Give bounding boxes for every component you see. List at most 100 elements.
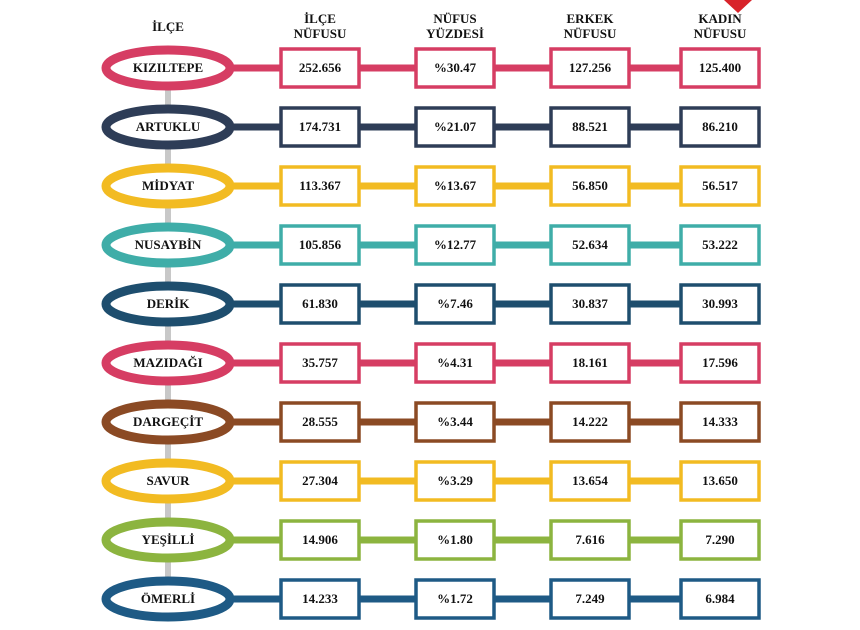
value-box (679, 224, 761, 266)
marker-triangle (724, 0, 752, 13)
district-badge (101, 104, 235, 150)
value-box (549, 578, 631, 620)
value-cell: %13.67 (434, 178, 477, 193)
value-box (679, 401, 761, 443)
value-box (279, 224, 361, 266)
value-cell: %30.47 (434, 60, 477, 75)
value-box (414, 342, 496, 384)
value-box (414, 224, 496, 266)
district-name: DERİK (147, 296, 191, 311)
value-box (679, 578, 761, 620)
value-box (414, 106, 496, 148)
column-header: KADIN (698, 11, 742, 26)
value-cell: 52.634 (572, 237, 608, 252)
district-badge (101, 399, 235, 445)
value-box (679, 47, 761, 89)
value-box (414, 401, 496, 443)
column-header: NÜFUSU (564, 26, 617, 41)
value-box (679, 519, 761, 561)
value-cell: %4.31 (437, 355, 473, 370)
value-cell: %1.72 (437, 591, 473, 606)
value-cell: 35.757 (302, 355, 338, 370)
value-box (549, 342, 631, 384)
value-cell: %12.77 (434, 237, 477, 252)
value-box (679, 106, 761, 148)
value-cell: 28.555 (302, 414, 338, 429)
district-badge (101, 576, 235, 622)
value-box (679, 460, 761, 502)
district-badge (101, 281, 235, 327)
value-box (549, 283, 631, 325)
value-cell: 30.993 (702, 296, 738, 311)
value-cell: 13.654 (572, 473, 608, 488)
district-name: YEŞİLLİ (142, 532, 195, 547)
district-badge (101, 45, 235, 91)
value-cell: 27.304 (302, 473, 338, 488)
value-box (279, 47, 361, 89)
district-name: NUSAYBİN (135, 237, 202, 252)
value-cell: 7.249 (575, 591, 605, 606)
value-box (679, 165, 761, 207)
value-cell: %3.29 (437, 473, 473, 488)
district-name: ÖMERLİ (141, 591, 195, 606)
value-cell: %1.80 (437, 532, 473, 547)
value-box (549, 401, 631, 443)
value-box (279, 283, 361, 325)
value-box (279, 401, 361, 443)
value-cell: %3.44 (437, 414, 473, 429)
value-cell: 7.290 (705, 532, 734, 547)
value-cell: 7.616 (575, 532, 605, 547)
value-cell: 53.222 (702, 237, 738, 252)
value-box (279, 519, 361, 561)
value-cell: 14.333 (702, 414, 738, 429)
value-box (279, 342, 361, 384)
value-cell: 14.222 (572, 414, 608, 429)
value-cell: 125.400 (699, 60, 741, 75)
value-box (414, 283, 496, 325)
district-name: ARTUKLU (136, 119, 201, 134)
value-cell: 86.210 (702, 119, 738, 134)
column-header: İLÇE (152, 19, 184, 34)
column-header: YÜZDESİ (426, 26, 484, 41)
district-name: MAZIDAĞI (133, 355, 202, 370)
column-header: NÜFUSU (294, 26, 347, 41)
value-box (679, 342, 761, 384)
value-cell: 61.830 (302, 296, 338, 311)
value-box (414, 460, 496, 502)
column-header: ERKEK (567, 11, 615, 26)
value-cell: 6.984 (705, 591, 735, 606)
value-cell: 14.906 (302, 532, 338, 547)
value-box (549, 460, 631, 502)
value-cell: 56.850 (572, 178, 608, 193)
value-box (414, 519, 496, 561)
value-box (279, 578, 361, 620)
value-box (549, 47, 631, 89)
value-cell: 18.161 (572, 355, 608, 370)
value-cell: %21.07 (434, 119, 477, 134)
district-name: SAVUR (146, 473, 190, 488)
district-name: DARGEÇİT (133, 414, 203, 429)
value-box (279, 165, 361, 207)
value-box (549, 519, 631, 561)
value-box (549, 165, 631, 207)
value-box (414, 47, 496, 89)
column-header: İLÇE (304, 11, 336, 26)
value-cell: %7.46 (437, 296, 473, 311)
value-cell: 127.256 (569, 60, 612, 75)
district-badge (101, 458, 235, 504)
column-header: NÜFUSU (694, 26, 747, 41)
value-cell: 105.856 (299, 237, 342, 252)
value-cell: 13.650 (702, 473, 738, 488)
value-cell: 56.517 (702, 178, 738, 193)
value-cell: 17.596 (702, 355, 738, 370)
value-box (279, 460, 361, 502)
value-box (414, 578, 496, 620)
district-badge (101, 163, 235, 209)
value-box (549, 106, 631, 148)
value-box (549, 224, 631, 266)
value-cell: 174.731 (299, 119, 341, 134)
value-box (679, 283, 761, 325)
value-cell: 14.233 (302, 591, 338, 606)
district-badge (101, 222, 235, 268)
